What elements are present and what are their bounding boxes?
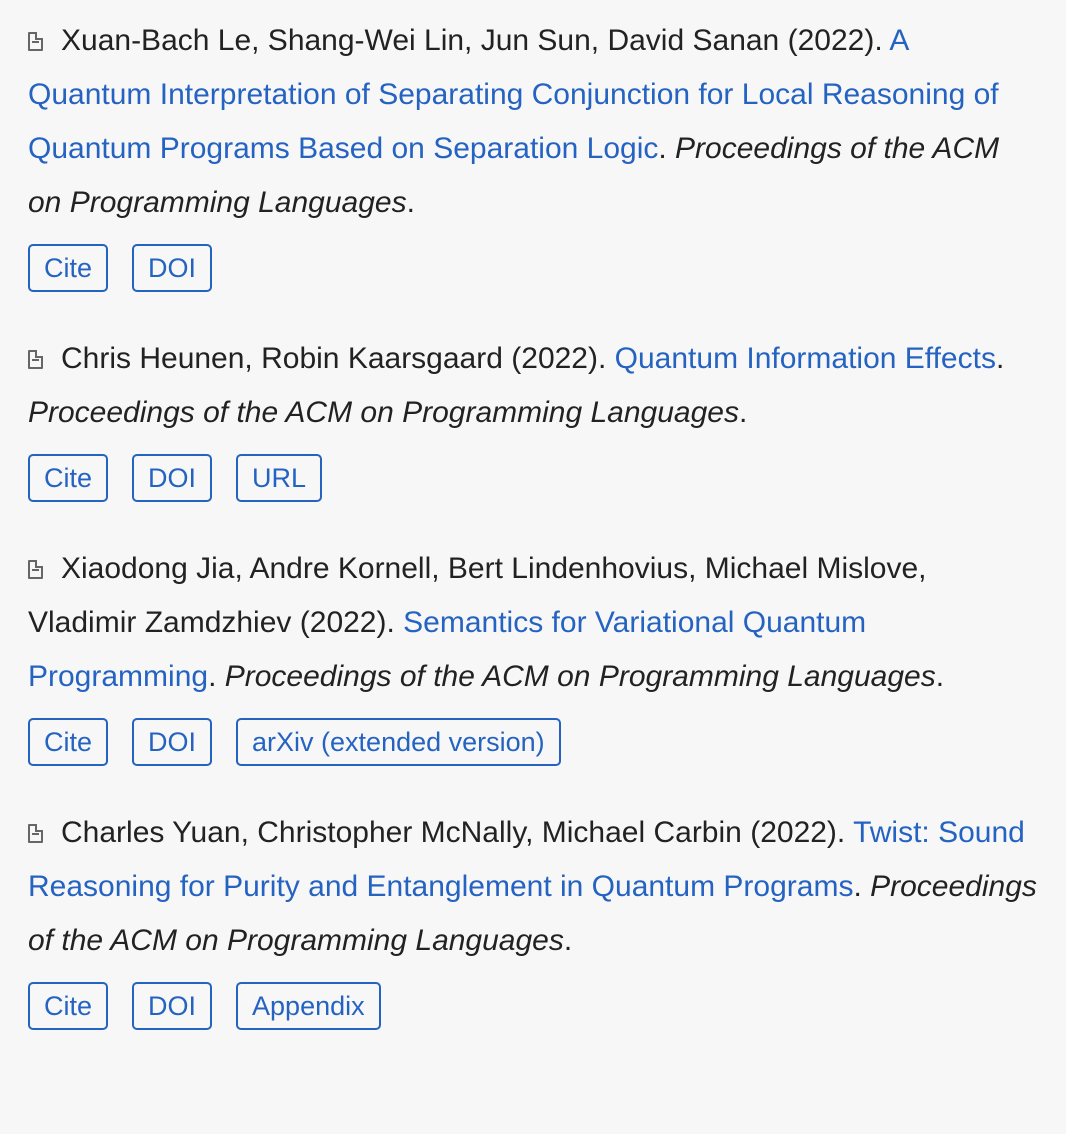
- arxiv-button[interactable]: arXiv (extended version): [236, 718, 561, 766]
- publication-item: Chris Heunen, Robin Kaarsgaard (2022). Q…: [28, 332, 1038, 502]
- document-icon: [28, 32, 43, 51]
- url-button[interactable]: URL: [236, 454, 323, 502]
- cite-button[interactable]: Cite: [28, 244, 109, 292]
- cite-button[interactable]: Cite: [28, 982, 109, 1030]
- publication-item: Charles Yuan, Christopher McNally, Micha…: [28, 806, 1038, 1030]
- pub-authors: Xiaodong Jia, Andre Kornell, Bert Linden…: [28, 552, 927, 639]
- pub-authors: Xuan-Bach Le, Shang-Wei Lin, Jun Sun, Da…: [61, 24, 780, 57]
- pub-links: Cite DOI: [28, 244, 1038, 292]
- pub-venue: Proceedings of the ACM on Programming La…: [224, 660, 936, 693]
- publication-list: Xuan-Bach Le, Shang-Wei Lin, Jun Sun, Da…: [28, 14, 1038, 1030]
- cite-button[interactable]: Cite: [28, 718, 109, 766]
- pub-authors: Charles Yuan, Christopher McNally, Micha…: [61, 816, 742, 849]
- pub-venue: Proceedings of the ACM on Programming La…: [28, 396, 739, 429]
- appendix-button[interactable]: Appendix: [236, 982, 381, 1030]
- pub-links: Cite DOI URL: [28, 454, 1038, 502]
- pub-title-link[interactable]: Twist: Sound Reasoning for Purity and En…: [28, 816, 1025, 903]
- doi-button[interactable]: DOI: [132, 244, 213, 292]
- pub-title-link[interactable]: Semantics for Variational Quantum Progra…: [28, 606, 867, 693]
- pub-year: (2022): [750, 816, 837, 849]
- pub-links: Cite DOI Appendix: [28, 982, 1038, 1030]
- document-icon: [28, 560, 43, 579]
- pub-authors: Chris Heunen, Robin Kaarsgaard: [61, 342, 503, 375]
- document-icon: [28, 824, 43, 843]
- pub-title-link[interactable]: Quantum Information Effects: [614, 342, 996, 375]
- doi-button[interactable]: DOI: [132, 982, 213, 1030]
- pub-year: (2022): [787, 24, 875, 57]
- document-icon: [28, 350, 43, 369]
- doi-button[interactable]: DOI: [132, 454, 213, 502]
- pub-venue: Proceedings of the ACM on Programming La…: [28, 870, 1037, 957]
- pub-links: Cite DOI arXiv (extended version): [28, 718, 1038, 766]
- publication-item: Xiaodong Jia, Andre Kornell, Bert Linden…: [28, 542, 1038, 766]
- pub-title-link[interactable]: A Quantum Interpretation of Separating C…: [28, 24, 999, 165]
- doi-button[interactable]: DOI: [132, 718, 213, 766]
- pub-year: (2022): [511, 342, 598, 375]
- publication-item: Xuan-Bach Le, Shang-Wei Lin, Jun Sun, Da…: [28, 14, 1038, 292]
- pub-year: (2022): [299, 606, 387, 639]
- pub-venue: Proceedings of the ACM on Programming La…: [28, 132, 1000, 219]
- cite-button[interactable]: Cite: [28, 454, 109, 502]
